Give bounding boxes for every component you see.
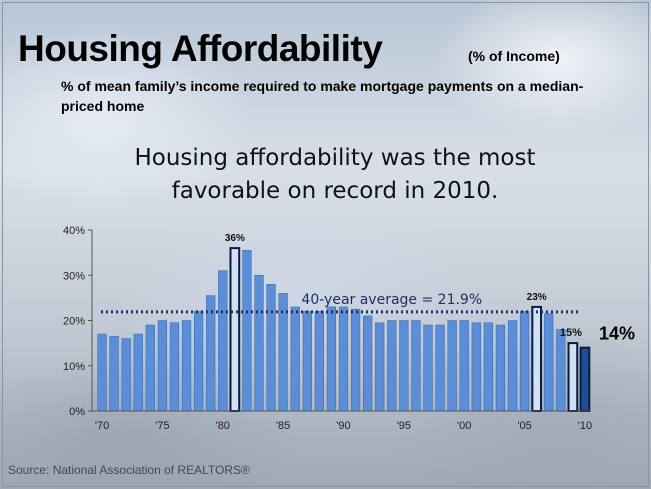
- bar-1975: [157, 320, 168, 412]
- bar-1977: [181, 320, 192, 412]
- bar-1999: [447, 320, 457, 412]
- chart-unit-note: (% of Income): [468, 48, 560, 64]
- bar-1983: [254, 274, 264, 412]
- data-label-2010: 14%: [599, 324, 635, 344]
- bar-1976: [169, 322, 180, 412]
- chart-subtitle: % of mean family’s income required to ma…: [61, 78, 584, 114]
- headline-line-2: favorable on record in 2010.: [171, 178, 499, 204]
- x-tick-label: '80: [216, 420, 230, 432]
- bar-1982: [242, 250, 252, 412]
- bar-1972: [121, 338, 131, 412]
- x-tick-label: '95: [397, 420, 411, 432]
- x-tick-label: '10: [578, 420, 592, 432]
- x-tick-label: '00: [457, 420, 471, 432]
- bar-1994: [387, 320, 397, 412]
- source-note: Source: National Association of REALTORS…: [8, 463, 250, 477]
- bar-2008: [556, 329, 566, 412]
- bar-1998: [435, 324, 445, 412]
- bar-1988: [314, 311, 325, 412]
- bar-1973: [133, 333, 143, 412]
- average-label: 40-year average = 21.9%: [301, 292, 482, 308]
- bar-2007: [544, 313, 554, 412]
- bar-2005: [519, 311, 530, 412]
- bar-2006: [531, 305, 543, 412]
- x-tick-label: '70: [95, 420, 109, 432]
- bar-1987: [302, 311, 312, 412]
- bar-1974: [145, 324, 155, 412]
- bar-2003: [495, 324, 506, 412]
- bar-1981: [229, 247, 241, 412]
- x-tick-label: '75: [155, 420, 169, 432]
- x-tick-label: '05: [517, 420, 531, 432]
- y-tick-label: 30%: [63, 270, 85, 282]
- bar-2000: [459, 320, 469, 412]
- y-tick-label: 10%: [63, 361, 85, 373]
- data-label-2009: 15%: [560, 327, 582, 339]
- bar-1996: [411, 320, 421, 412]
- bar-2009: [567, 342, 579, 412]
- bar-1971: [109, 336, 119, 412]
- bar-1995: [399, 320, 409, 412]
- chart-title: Housing Affordability: [18, 28, 383, 69]
- headline: Housing affordability was the most favor…: [100, 142, 570, 208]
- bar-1986: [290, 306, 300, 412]
- x-tick-label: '85: [276, 420, 290, 432]
- bar-2002: [483, 322, 494, 412]
- data-label-1981: 36%: [225, 233, 245, 244]
- bar-1991: [350, 308, 361, 412]
- bar-1984: [266, 283, 276, 412]
- bar-1992: [362, 315, 373, 412]
- bar-1997: [423, 324, 433, 412]
- bar-1978: [193, 311, 204, 412]
- bar-2010: [579, 346, 591, 412]
- y-tick-label: 0%: [69, 406, 85, 418]
- bar-2004: [507, 320, 518, 412]
- bar-1993: [375, 322, 385, 412]
- y-tick-label: 40%: [63, 225, 85, 237]
- data-label-2006: 23%: [527, 292, 547, 303]
- bar-1970: [97, 333, 107, 412]
- bar-1990: [338, 306, 349, 412]
- bar-1989: [326, 306, 337, 412]
- x-tick-label: '90: [336, 420, 350, 432]
- y-tick-label: 20%: [63, 316, 85, 328]
- bar-1980: [218, 270, 228, 412]
- bar-2001: [471, 322, 481, 412]
- headline-line-1: Housing affordability was the most: [134, 145, 536, 171]
